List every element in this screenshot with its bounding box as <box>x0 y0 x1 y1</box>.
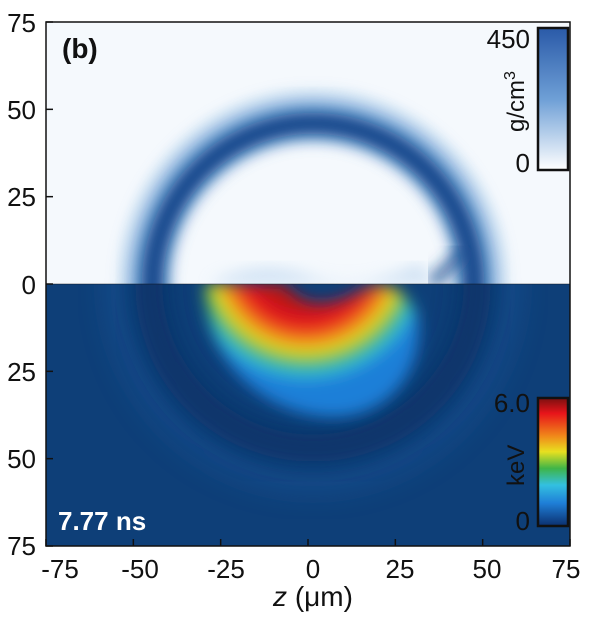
hot-spot <box>204 284 419 417</box>
temperature-colorbar-min: 0 <box>516 506 530 536</box>
y-tick-label: 25 <box>7 357 36 387</box>
y-tick-label: 50 <box>7 95 36 125</box>
y-axis: 75 50 25 0 25 50 75 <box>7 8 36 561</box>
x-tick-label: 25 <box>386 554 415 584</box>
tick-marks <box>45 21 571 547</box>
temperature-colorbar-bar <box>536 396 570 528</box>
y-tick-label: 75 <box>7 8 36 38</box>
x-tick-label: 75 <box>552 554 581 584</box>
temperature-map <box>46 284 570 546</box>
y-tick-label: 50 <box>7 444 36 474</box>
temperature-colorbar-unit: keV <box>503 445 530 486</box>
density-colorbar-unit: g/cm3 <box>502 71 530 132</box>
density-colorbar: 450 0 g/cm3 <box>487 24 570 178</box>
temperature-shell <box>106 284 520 491</box>
density-map <box>46 22 570 284</box>
density-colorbar-bar <box>536 26 570 172</box>
x-tick-label: -50 <box>121 554 159 584</box>
x-tick-label: 50 <box>473 554 502 584</box>
density-shell <box>121 92 505 284</box>
density-colorbar-max: 450 <box>487 24 530 54</box>
density-colorbar-min: 0 <box>516 148 530 178</box>
temperature-colorbar-max: 6.0 <box>494 388 530 418</box>
x-tick-label: 0 <box>306 554 320 584</box>
y-tick-label: 0 <box>22 270 36 300</box>
y-tick-label: 75 <box>7 531 36 561</box>
x-tick-label: -75 <box>41 554 79 584</box>
y-tick-label: 25 <box>7 182 36 212</box>
x-axis-label: z (μm) <box>272 581 353 612</box>
panel-label: (b) <box>62 33 98 64</box>
x-tick-label: -25 <box>207 554 245 584</box>
time-label: 7.77 ns <box>58 506 146 536</box>
temperature-colorbar: 6.0 0 keV <box>494 388 570 536</box>
x-axis: -75 -50 -25 0 25 50 75 z (μm) <box>41 554 580 612</box>
